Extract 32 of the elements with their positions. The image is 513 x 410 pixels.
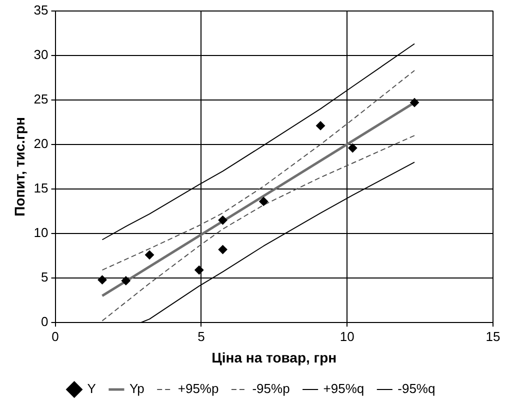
point: [348, 143, 358, 152]
y-tick-label: 0: [41, 314, 48, 330]
x-tick-label: 15: [486, 328, 500, 344]
legend-label: -95%q: [398, 381, 436, 396]
line-series: [102, 70, 415, 271]
x-tick-label: 0: [52, 328, 59, 344]
legend-label: Yp: [129, 381, 144, 396]
point: [121, 276, 130, 286]
point: [194, 266, 204, 275]
y-tick-label: 15: [34, 180, 48, 196]
point: [218, 216, 228, 225]
point: [145, 250, 154, 260]
x-axis-title: Ціна на товар, грн: [212, 349, 337, 366]
legend-label: +95%q: [323, 381, 364, 396]
legend-label: -95%p: [252, 381, 290, 396]
line-series: [102, 135, 415, 322]
point: [218, 245, 228, 254]
y-tick-label: 35: [34, 2, 48, 18]
y-tick-label: 30: [34, 46, 48, 62]
x-tick-label: 5: [198, 328, 205, 344]
y-tick-label: 25: [34, 91, 48, 106]
legend-label: Y: [87, 381, 96, 396]
point: [316, 121, 326, 130]
legend-label: +95%p: [178, 381, 219, 396]
point: [410, 98, 419, 108]
y-tick-label: 5: [41, 270, 48, 285]
point: [98, 275, 107, 284]
point: [259, 196, 268, 206]
x-tick-label: 10: [340, 328, 354, 344]
y-axis-title: Попит, тис.грн: [11, 117, 28, 216]
y-tick-label: 20: [34, 136, 48, 152]
y-tick-label: 10: [34, 225, 48, 240]
